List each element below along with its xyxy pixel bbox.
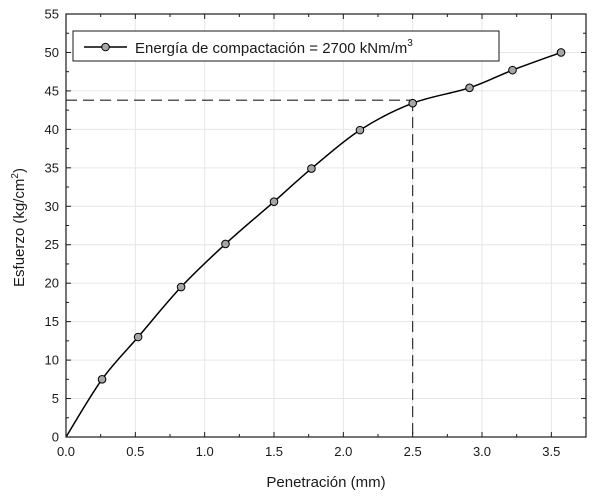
y-tick-label: 0: [52, 430, 59, 445]
y-axis-title-sup: 2: [10, 173, 21, 179]
x-tick-label: 2.5: [404, 444, 422, 459]
plot-frame: [65, 13, 587, 438]
x-axis-title: Penetración (mm): [266, 474, 385, 491]
legend-marker-sample: [101, 42, 110, 52]
legend-label: Energía de compactación = 2700 kNm/m3: [135, 38, 413, 57]
x-tick-label: 0.5: [126, 444, 144, 459]
y-axis-title: Esfuerzo (kg/cm2): [10, 168, 28, 287]
legend-label-sup: 3: [407, 38, 413, 49]
y-tick-label: 40: [45, 122, 59, 137]
y-tick-label: 20: [45, 276, 59, 291]
legend-label-text: Energía de compactación = 2700 kNm/m: [135, 40, 407, 57]
y-tick-label: 10: [45, 353, 59, 368]
y-axis-title-text: Esfuerzo (kg/cm: [11, 179, 28, 287]
x-tick-label: 1.0: [196, 444, 214, 459]
y-tick-label: 45: [45, 83, 59, 98]
y-axis-title-close: ): [11, 168, 28, 173]
x-tick-label: 3.5: [542, 444, 560, 459]
data-point: [269, 197, 279, 206]
x-tick-labels: 0.0 0.5 1.0 1.5 2.0 2.5 3.0 3.5: [57, 444, 560, 459]
data-point: [133, 332, 143, 342]
y-tick-label: 55: [45, 7, 59, 22]
data-point: [97, 375, 107, 384]
y-tick-label: 30: [45, 199, 59, 214]
data-point: [355, 125, 365, 135]
x-tick-label: 3.0: [473, 444, 491, 459]
grid: [66, 14, 586, 437]
y-tick-label: 50: [45, 45, 59, 60]
legend: Energía de compactación = 2700 kNm/m3: [72, 30, 500, 62]
x-tick-label: 0.0: [57, 444, 75, 459]
data-point: [221, 239, 230, 249]
y-tick-label: 5: [52, 391, 59, 406]
data-point: [307, 164, 316, 173]
data-point: [508, 65, 517, 75]
y-tick-label: 15: [45, 314, 59, 329]
x-tick-label: 2.0: [334, 444, 352, 459]
data-point: [556, 48, 566, 57]
data-point: [465, 83, 474, 93]
axis-ticks: [65, 13, 586, 438]
data-point: [408, 98, 417, 108]
y-tick-label: 35: [45, 160, 59, 175]
reference-lines: [66, 99, 414, 437]
data-point: [176, 282, 186, 292]
y-tick-label: 25: [45, 237, 59, 252]
legend-box: [72, 30, 500, 62]
y-tick-labels: 0 5 10 15 20 25 30 35 40 45 50 55: [45, 7, 59, 445]
x-tick-label: 1.5: [265, 444, 283, 459]
series-markers: [97, 48, 566, 384]
